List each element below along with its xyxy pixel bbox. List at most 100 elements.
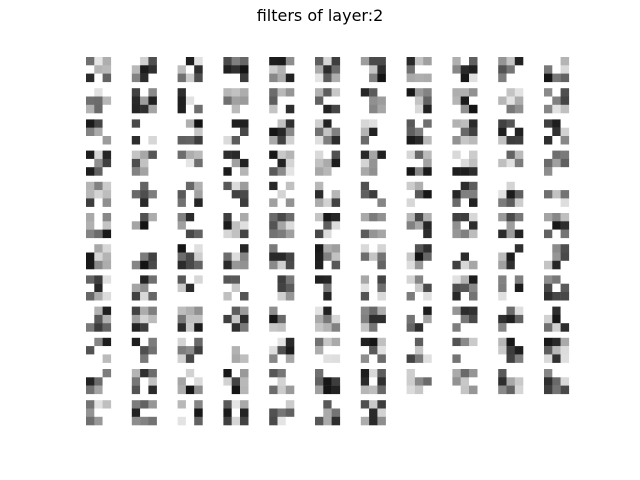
filter-pixel bbox=[285, 104, 295, 114]
filter-pixel bbox=[240, 314, 249, 324]
filter-pixel bbox=[544, 275, 553, 284]
filter-pixel bbox=[315, 96, 324, 105]
filter-pixel bbox=[552, 119, 561, 128]
filter-pixel bbox=[469, 314, 478, 324]
filter-pixel bbox=[131, 73, 141, 83]
filter-pixel bbox=[469, 104, 478, 114]
filter-pixel bbox=[86, 167, 95, 176]
filter-pixel bbox=[148, 73, 157, 83]
filter-pixel bbox=[131, 369, 141, 378]
filter-pixel bbox=[423, 104, 432, 114]
filter-pixel bbox=[140, 167, 149, 176]
filter-pixel bbox=[177, 221, 187, 230]
filter-pixel bbox=[369, 198, 378, 207]
filter-pixel bbox=[277, 354, 286, 363]
filter-pixel bbox=[315, 104, 324, 114]
filter-pixel bbox=[185, 416, 195, 426]
filter-pixel bbox=[102, 150, 112, 160]
filter-thumbnail bbox=[498, 150, 524, 176]
filter-pixel bbox=[223, 283, 232, 293]
filter-pixel bbox=[514, 354, 524, 363]
filter-pixel bbox=[506, 57, 515, 66]
filter-pixel bbox=[423, 369, 432, 378]
filter-pixel bbox=[506, 104, 515, 114]
filter-pixel bbox=[177, 275, 187, 284]
filter-pixel bbox=[423, 198, 432, 207]
filter-pixel bbox=[323, 190, 332, 199]
filter-pixel bbox=[140, 306, 149, 316]
filter-pixel bbox=[102, 408, 112, 417]
filter-pixel bbox=[148, 283, 157, 293]
filter-pixel bbox=[323, 229, 332, 239]
filter-pixel bbox=[269, 181, 278, 191]
filter-pixel bbox=[552, 275, 561, 284]
filter-pixel bbox=[86, 292, 95, 301]
filter-pixel bbox=[560, 369, 570, 378]
filter-pixel bbox=[360, 190, 370, 199]
filter-thumbnail bbox=[131, 275, 157, 301]
filter-pixel bbox=[102, 244, 112, 253]
filter-pixel bbox=[514, 88, 524, 97]
filter-pixel bbox=[140, 408, 149, 417]
filter-pixel bbox=[369, 323, 378, 332]
filter-pixel bbox=[185, 65, 195, 74]
filter-pixel bbox=[277, 127, 286, 137]
filter-pixel bbox=[423, 73, 432, 83]
filter-pixel bbox=[240, 57, 249, 66]
filter-pixel bbox=[560, 283, 570, 293]
filter-pixel bbox=[406, 73, 416, 83]
filter-pixel bbox=[131, 337, 141, 347]
filter-pixel bbox=[102, 292, 112, 301]
filter-pixel bbox=[498, 337, 507, 347]
filter-pixel bbox=[331, 408, 341, 417]
filter-pixel bbox=[94, 104, 103, 114]
filter-pixel bbox=[369, 229, 378, 239]
filter-pixel bbox=[277, 104, 286, 114]
filter-thumbnail bbox=[498, 369, 524, 395]
filter-pixel bbox=[406, 213, 416, 222]
filter-pixel bbox=[223, 323, 232, 332]
filter-pixel bbox=[460, 369, 470, 378]
filter-pixel bbox=[194, 190, 203, 199]
filter-pixel bbox=[498, 136, 507, 145]
filter-pixel bbox=[277, 283, 286, 293]
filter-pixel bbox=[369, 400, 378, 409]
filter-pixel bbox=[514, 119, 524, 128]
filter-pixel bbox=[240, 346, 249, 355]
filter-pixel bbox=[331, 400, 341, 409]
filter-pixel bbox=[194, 337, 203, 347]
filter-pixel bbox=[231, 88, 241, 97]
filter-pixel bbox=[231, 377, 241, 386]
filter-pixel bbox=[560, 306, 570, 316]
filter-pixel bbox=[223, 190, 232, 199]
filter-pixel bbox=[498, 96, 507, 105]
filter-pixel bbox=[86, 181, 95, 191]
filter-pixel bbox=[414, 119, 424, 128]
filter-thumbnail bbox=[315, 88, 341, 114]
filter-pixel bbox=[406, 229, 416, 239]
filter-pixel bbox=[369, 221, 378, 230]
filter-pixel bbox=[369, 65, 378, 74]
filter-pixel bbox=[498, 73, 507, 83]
filter-pixel bbox=[498, 377, 507, 386]
filter-pixel bbox=[414, 136, 424, 145]
filter-pixel bbox=[102, 181, 112, 191]
filter-thumbnail bbox=[315, 275, 341, 301]
filter-pixel bbox=[414, 260, 424, 270]
filter-pixel bbox=[560, 88, 570, 97]
filter-pixel bbox=[360, 400, 370, 409]
filter-pixel bbox=[544, 65, 553, 74]
filter-pixel bbox=[469, 150, 478, 160]
filter-pixel bbox=[223, 167, 232, 176]
filter-thumbnail bbox=[131, 88, 157, 114]
filter-pixel bbox=[469, 73, 478, 83]
filter-pixel bbox=[323, 119, 332, 128]
filter-pixel bbox=[86, 416, 95, 426]
filter-pixel bbox=[269, 127, 278, 137]
filter-pixel bbox=[469, 229, 478, 239]
filter-pixel bbox=[140, 213, 149, 222]
filter-pixel bbox=[194, 127, 203, 137]
filter-pixel bbox=[377, 323, 386, 332]
filter-thumbnail bbox=[452, 369, 478, 395]
filter-pixel bbox=[86, 57, 95, 66]
